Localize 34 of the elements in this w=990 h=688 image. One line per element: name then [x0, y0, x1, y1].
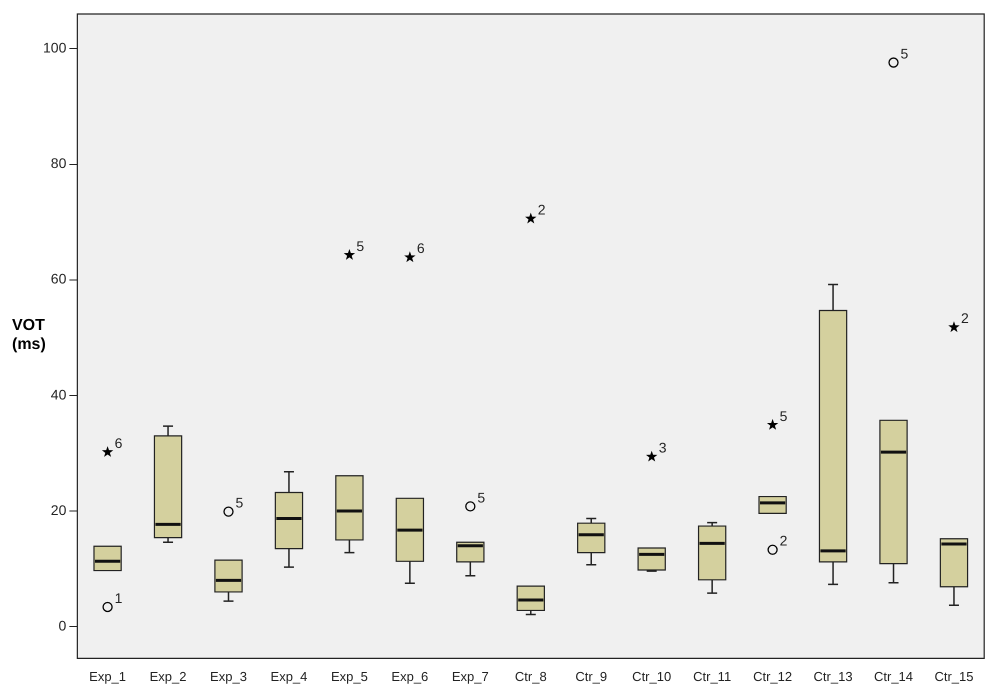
x-tick-label: Exp_7 [452, 668, 489, 684]
annotation: 5 [236, 494, 244, 510]
annotation: 2 [960, 310, 969, 326]
x-tick-label: Exp_3 [210, 668, 247, 684]
x-tick-label: Ctr_9 [575, 668, 608, 684]
x-tick-label: Exp_6 [391, 668, 428, 684]
y-tick-label: 40 [50, 386, 67, 402]
annotation: 5 [780, 408, 788, 424]
annotation: 6 [114, 434, 123, 451]
x-tick-label: Exp_2 [150, 668, 186, 684]
annotation: 2 [538, 201, 546, 218]
annotation: 2 [780, 532, 788, 549]
x-tick-label: Ctr_10 [632, 668, 672, 684]
x-tick-label: Ctr_12 [753, 668, 792, 684]
y-tick-label: 20 [50, 502, 67, 518]
y-tick-label: 80 [50, 155, 67, 172]
y-tick-label: 60 [50, 270, 67, 287]
x-tick-label: Ctr_14 [874, 668, 914, 684]
y-tick-label: 100 [43, 40, 67, 56]
annotation: 5 [900, 45, 909, 62]
x-tick-label: Exp_5 [330, 668, 368, 684]
annotation: 1 [114, 590, 123, 606]
annotation: 6 [416, 240, 425, 256]
x-tick-label: Ctr_13 [814, 668, 853, 684]
annotation: 3 [658, 440, 667, 456]
y-axis-title: VOT (ms) [12, 316, 47, 354]
annotation: 5 [477, 489, 486, 506]
x-tick-label: Exp_4 [270, 668, 308, 684]
x-tick-label: Ctr_15 [934, 668, 974, 684]
x-tick-label: Exp_1 [89, 668, 126, 684]
x-tick-label: Ctr_11 [693, 668, 732, 684]
x-tick-label: Ctr_8 [514, 668, 547, 684]
annotation: 5 [356, 238, 364, 254]
y-tick-label: 0 [58, 617, 67, 634]
